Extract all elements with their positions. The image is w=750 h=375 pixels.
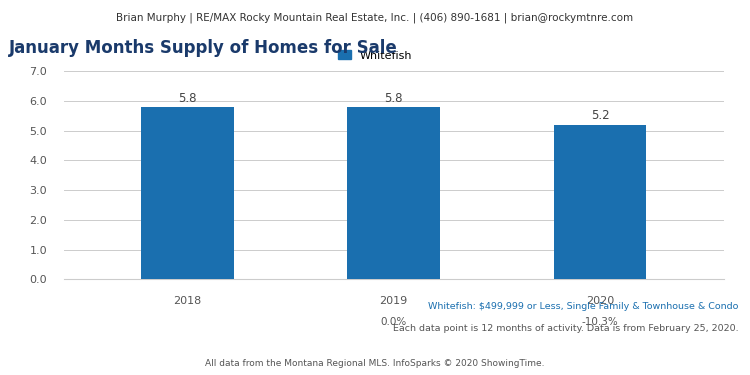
Bar — [141, 107, 234, 279]
Text: Each data point is 12 months of activity. Data is from February 25, 2020.: Each data point is 12 months of activity… — [393, 324, 739, 333]
Text: Whitefish: $499,999 or Less, Single Family & Townhouse & Condo: Whitefish: $499,999 or Less, Single Fami… — [428, 302, 739, 311]
Text: All data from the Montana Regional MLS. InfoSparks © 2020 ShowingTime.: All data from the Montana Regional MLS. … — [206, 359, 544, 368]
Text: 0.0%: 0.0% — [380, 317, 406, 327]
Text: 5.8: 5.8 — [385, 92, 403, 105]
Text: Brian Murphy | RE/MAX Rocky Mountain Real Estate, Inc. | (406) 890-1681 | brian@: Brian Murphy | RE/MAX Rocky Mountain Rea… — [116, 13, 634, 23]
Bar — [347, 107, 440, 279]
Text: 5.2: 5.2 — [591, 110, 609, 122]
Text: -10.3%: -10.3% — [582, 317, 618, 327]
Bar — [554, 125, 646, 279]
Text: 5.8: 5.8 — [178, 92, 196, 105]
Legend: Whitefish: Whitefish — [333, 46, 417, 65]
Text: January Months Supply of Homes for Sale: January Months Supply of Homes for Sale — [9, 39, 398, 57]
